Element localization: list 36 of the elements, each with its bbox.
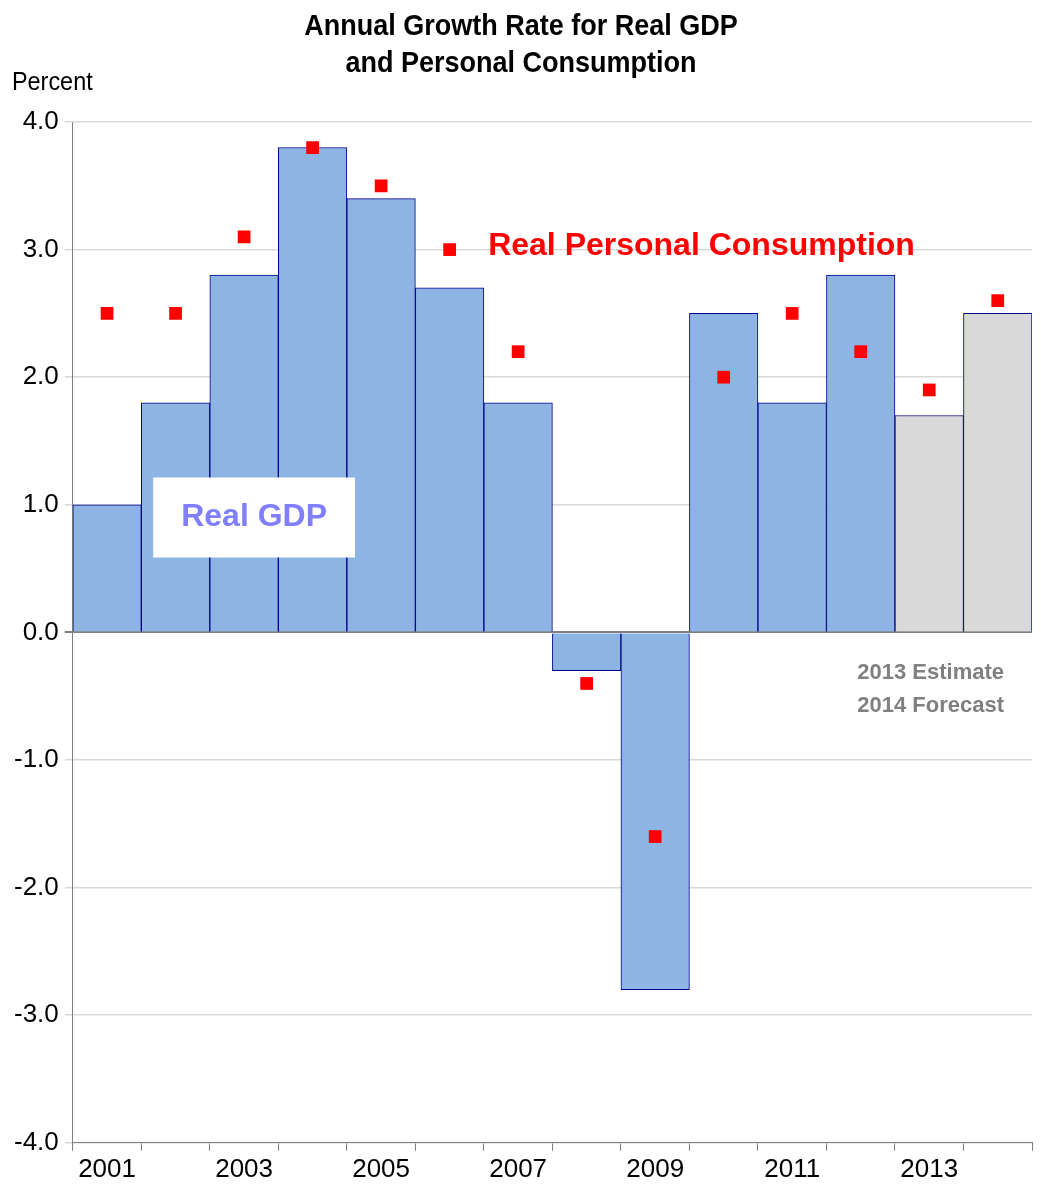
point [580,677,594,690]
x-tick-label: 2011 [764,1152,821,1183]
series-label: Real GDP [181,497,327,534]
series-label: Real Personal Consumption [488,225,915,262]
y-tick-label: 4.0 [22,105,59,136]
x-tick-label: 2001 [78,1152,136,1183]
y-tick-label: 0.0 [22,615,59,646]
y-axis-title: Percent [12,66,93,97]
annotation: 2013 Estimate [857,659,1004,685]
x-tick-label: 2005 [352,1152,411,1183]
chart-title: Annual Growth Rate for Real GDP and Personal Consumption [302,7,739,80]
x-tick-label: 2003 [215,1152,274,1183]
y-tick-label: 2.0 [22,360,59,391]
y-tick-label: -2.0 [13,870,59,901]
point [169,307,182,320]
point [306,141,319,154]
x-tick-label: 2009 [626,1152,685,1183]
point [717,370,731,384]
point [991,294,1005,307]
point [237,230,251,244]
point [511,345,525,359]
annotation: 2014 Forecast [857,692,1005,718]
x-tick-label: 2013 [900,1152,959,1183]
point [922,383,936,397]
y-tick-label: 1.0 [22,487,59,518]
point [854,345,868,359]
y-tick-label: -4.0 [13,1125,59,1156]
y-tick-label: -1.0 [13,743,59,774]
point [443,243,456,256]
y-tick-label: -3.0 [13,998,59,1029]
point [648,830,662,843]
point [785,307,799,320]
point [374,179,388,193]
point [100,307,114,320]
x-tick-label: 2007 [489,1152,548,1183]
y-tick-label: 3.0 [22,232,59,263]
